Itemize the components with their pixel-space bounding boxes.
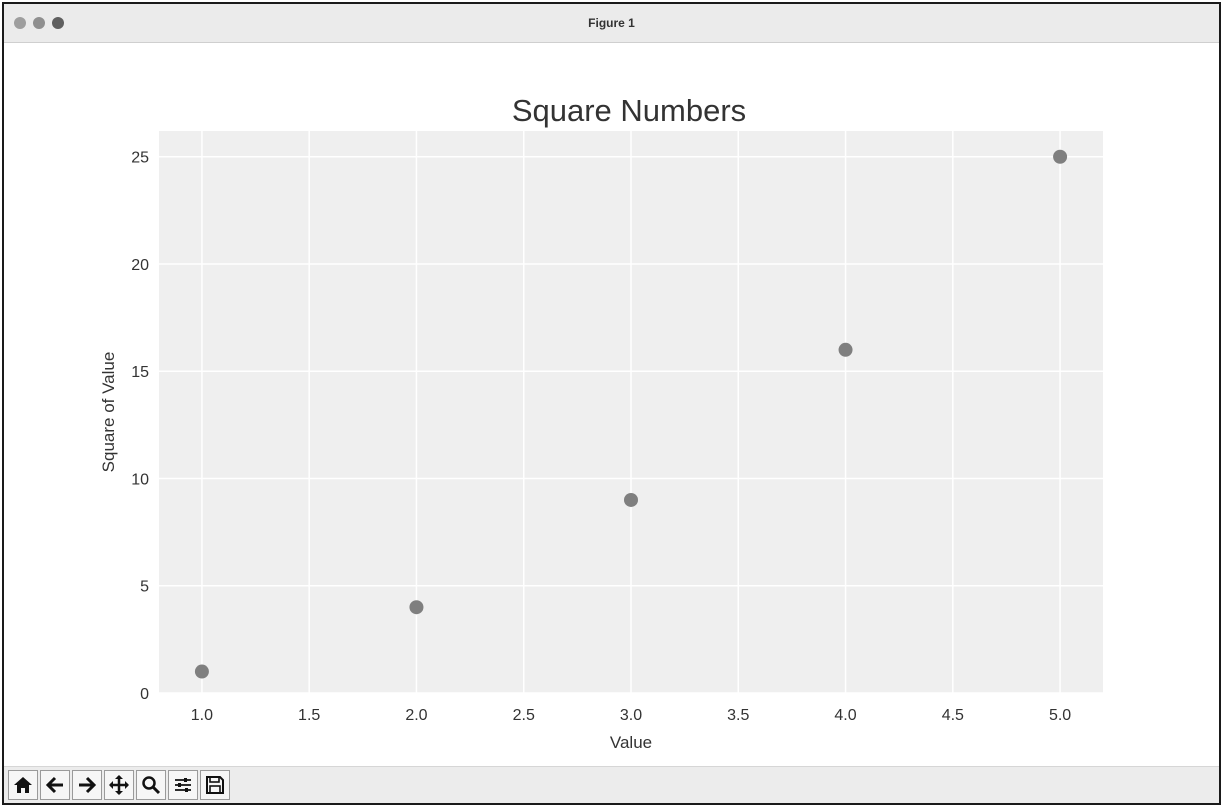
minimize-window-button[interactable] xyxy=(33,17,45,29)
zoom-button[interactable] xyxy=(136,770,166,800)
grid-lines xyxy=(159,131,1103,694)
y-tick-label: 5 xyxy=(140,579,149,596)
scatter-chart: Square Numbers 1.0 1.5 2.0 2.5 3.0 3.5 4.0 4.5 5… xyxy=(99,93,1103,752)
home-button[interactable] xyxy=(8,770,38,800)
save-button[interactable] xyxy=(200,770,230,800)
y-tick-label: 15 xyxy=(131,364,149,381)
back-button[interactable] xyxy=(40,770,70,800)
x-tick-label: 1.5 xyxy=(298,707,320,724)
zoom-window-button[interactable] xyxy=(52,17,64,29)
figure-canvas: Square Numbers 1.0 1.5 2.0 2.5 3.0 3.5 4.0 4.5 5… xyxy=(4,43,1219,769)
y-axis-label: Square of Value xyxy=(99,352,118,473)
x-tick-label: 4.0 xyxy=(834,707,856,724)
x-tick-label: 4.5 xyxy=(942,707,964,724)
x-tick-label: 3.5 xyxy=(727,707,749,724)
window-title: Figure 1 xyxy=(588,16,635,30)
data-points xyxy=(194,149,1068,679)
close-window-button[interactable] xyxy=(14,17,26,29)
y-axis-ticks: 0 5 10 15 20 25 xyxy=(131,150,149,703)
y-tick-label: 20 xyxy=(131,257,149,274)
data-point xyxy=(1053,149,1068,164)
pan-button[interactable] xyxy=(104,770,134,800)
forward-arrow-icon xyxy=(77,775,97,795)
y-tick-label: 25 xyxy=(131,150,149,167)
zoom-icon xyxy=(141,775,161,795)
x-tick-label: 3.0 xyxy=(620,707,642,724)
x-axis-ticks: 1.0 1.5 2.0 2.5 3.0 3.5 4.0 4.5 5.0 xyxy=(191,707,1072,724)
title-bar: Figure 1 xyxy=(4,4,1219,43)
configure-subplots-icon xyxy=(173,775,193,795)
home-icon xyxy=(13,775,33,795)
x-tick-label: 2.5 xyxy=(513,707,535,724)
save-icon xyxy=(205,775,225,795)
configure-subplots-button[interactable] xyxy=(168,770,198,800)
y-tick-label: 10 xyxy=(131,471,149,488)
data-point xyxy=(624,492,638,507)
x-axis-label: Value xyxy=(610,733,652,752)
y-tick-label: 0 xyxy=(140,686,149,703)
navigation-toolbar xyxy=(4,766,1219,803)
forward-button[interactable] xyxy=(72,770,102,800)
x-tick-label: 2.0 xyxy=(405,707,427,724)
chart-title: Square Numbers xyxy=(512,93,746,128)
data-point xyxy=(409,600,424,615)
data-point xyxy=(838,342,853,357)
data-point xyxy=(194,664,209,679)
x-tick-label: 5.0 xyxy=(1049,707,1071,724)
pan-icon xyxy=(109,775,129,795)
x-tick-label: 1.0 xyxy=(191,707,213,724)
back-arrow-icon xyxy=(45,775,65,795)
